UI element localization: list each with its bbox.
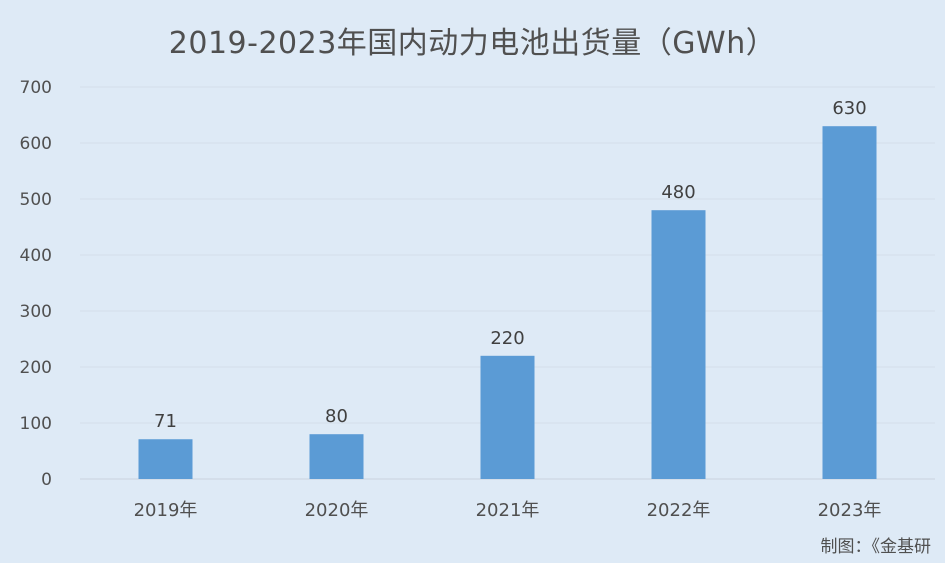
y-tick-label: 100 (20, 414, 52, 434)
bar (480, 355, 535, 479)
y-tick-label: 500 (20, 190, 52, 210)
y-tick-label: 400 (20, 246, 52, 266)
y-tick-label: 0 (41, 470, 52, 490)
x-tick-label: 2023年 (818, 500, 882, 521)
data-label: 80 (325, 406, 348, 427)
source-note: 制图：《金基研 (820, 537, 932, 557)
x-tick-label: 2019年 (134, 500, 198, 521)
data-label: 71 (154, 411, 177, 432)
data-label: 220 (490, 328, 524, 349)
y-tick-label: 200 (20, 358, 52, 378)
data-label: 480 (661, 182, 695, 203)
x-tick-label: 2022年 (647, 500, 711, 521)
bar (138, 439, 193, 479)
bar (651, 210, 706, 479)
x-tick-label: 2021年 (476, 500, 540, 521)
chart-title: 2019-2023年国内动力电池出货量（GWh） (168, 26, 777, 61)
bar (822, 126, 877, 479)
bar (309, 434, 364, 479)
y-tick-label: 600 (20, 134, 52, 154)
y-tick-label: 700 (20, 78, 52, 98)
data-label: 630 (832, 98, 866, 119)
y-tick-label: 300 (20, 302, 52, 322)
x-tick-label: 2020年 (305, 500, 369, 521)
